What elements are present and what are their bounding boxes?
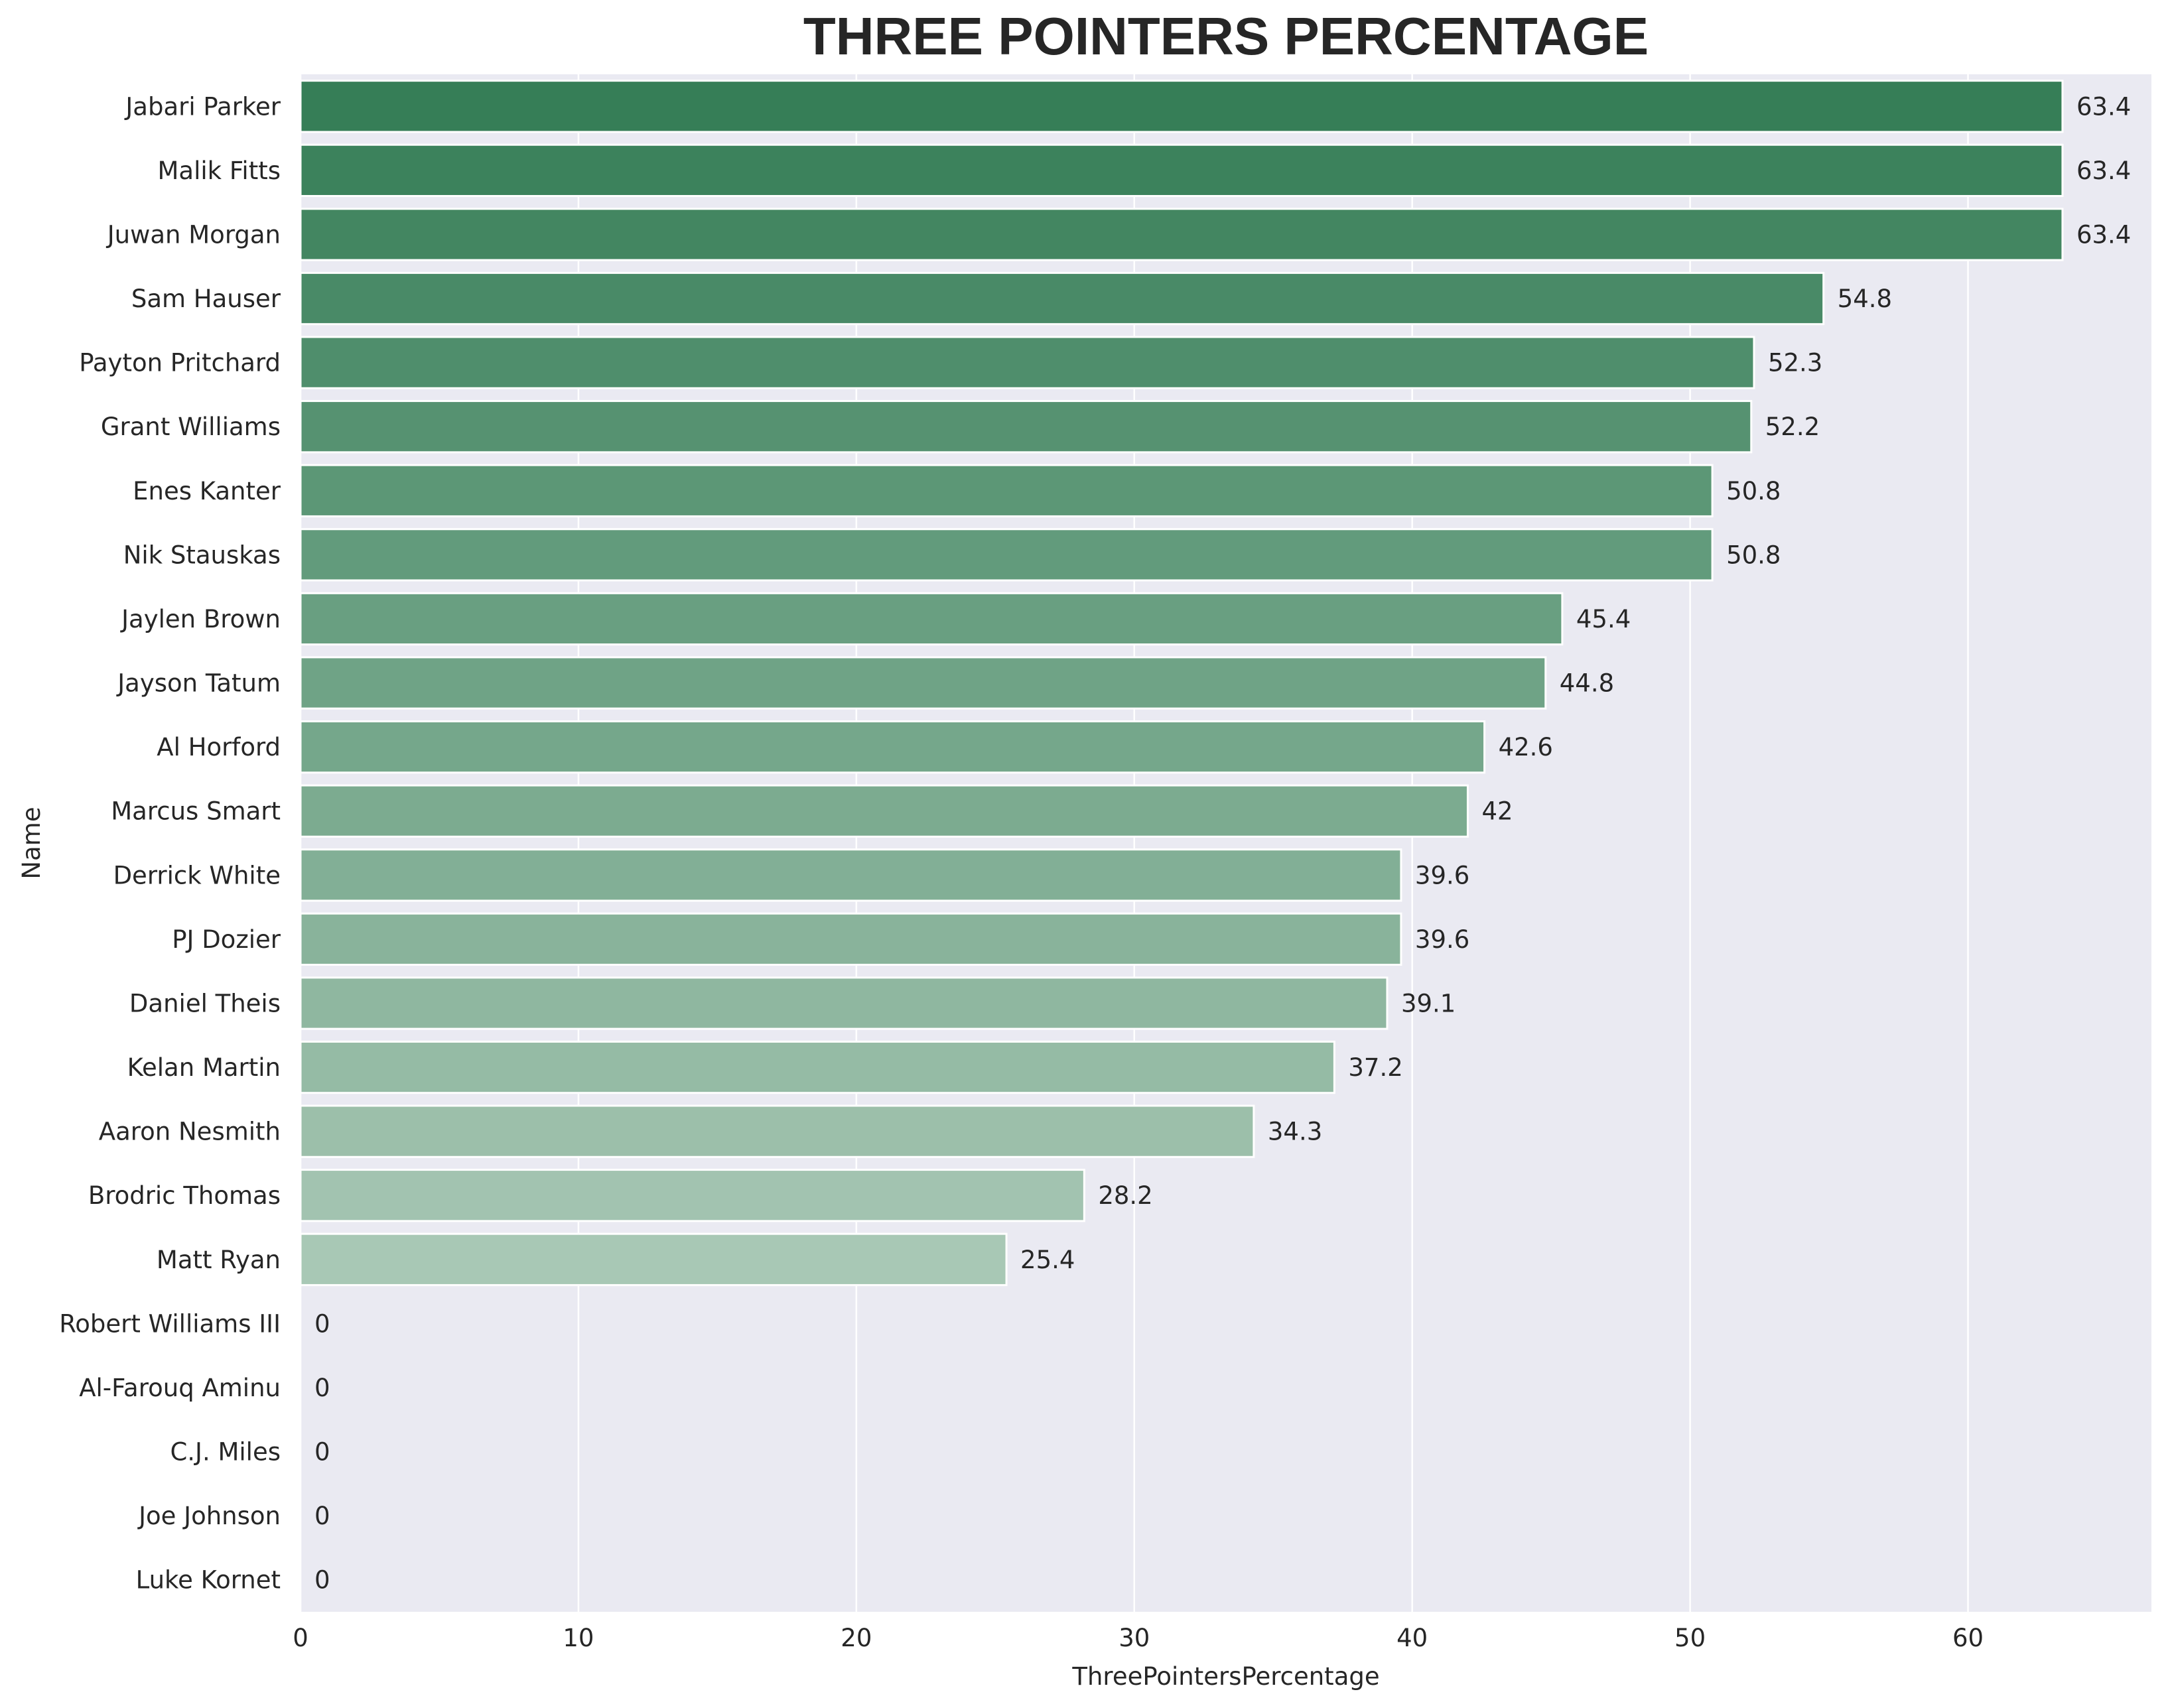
category-label: Grant Williams bbox=[101, 413, 281, 441]
value-label: 52.2 bbox=[1765, 413, 1820, 441]
bar bbox=[299, 80, 2064, 133]
value-label: 25.4 bbox=[1020, 1246, 1075, 1274]
category-label: Joe Johnson bbox=[137, 1502, 281, 1530]
value-label: 39.6 bbox=[1415, 925, 1469, 954]
category-label: Malik Fitts bbox=[157, 157, 281, 185]
x-axis-label: ThreePointersPercentage bbox=[1071, 1662, 1379, 1691]
value-label: 63.4 bbox=[2076, 157, 2131, 185]
plot-background bbox=[301, 74, 2151, 1612]
value-label: 45.4 bbox=[1576, 605, 1631, 633]
bar bbox=[299, 208, 2064, 261]
chart-title: THREE POINTERS PERCENTAGE bbox=[803, 7, 1649, 66]
category-label: Nik Stauskas bbox=[123, 541, 281, 569]
category-label: Jabari Parker bbox=[124, 92, 281, 121]
bar bbox=[299, 720, 1486, 774]
value-label: 63.4 bbox=[2076, 220, 2131, 249]
category-labels: Jabari Parker Malik Fitts Juwan Morgan Sam … bbox=[59, 92, 281, 1594]
category-label: Robert Williams III bbox=[59, 1309, 281, 1338]
value-label: 63.4 bbox=[2076, 92, 2131, 121]
category-label: Sam Hauser bbox=[131, 285, 281, 313]
value-labels: 63.4 63.4 63.4 54.8 52.3 52.2 50.8 50.8 45.4 44.8… bbox=[314, 92, 2131, 1594]
category-label: Marcus Smart bbox=[111, 797, 281, 826]
x-tick-label: 0 bbox=[293, 1624, 308, 1652]
bar bbox=[299, 400, 1753, 454]
bar bbox=[299, 976, 1389, 1030]
bar bbox=[299, 848, 1402, 902]
category-label: Jaylen Brown bbox=[120, 605, 281, 633]
bar bbox=[299, 912, 1402, 966]
value-label: 28.2 bbox=[1098, 1181, 1152, 1210]
y-axis-label: Name bbox=[17, 807, 46, 879]
category-label: Jayson Tatum bbox=[116, 669, 281, 698]
bar bbox=[299, 271, 1825, 326]
bar bbox=[299, 656, 1547, 710]
category-label: Brodric Thomas bbox=[88, 1181, 281, 1210]
value-label: 0 bbox=[314, 1566, 330, 1595]
x-tick-label: 30 bbox=[1119, 1624, 1150, 1652]
category-label: PJ Dozier bbox=[172, 925, 281, 954]
value-label: 0 bbox=[314, 1438, 330, 1467]
value-label: 44.8 bbox=[1560, 669, 1614, 698]
category-label: Enes Kanter bbox=[133, 477, 281, 505]
category-label: Aaron Nesmith bbox=[99, 1118, 281, 1146]
bar bbox=[299, 1104, 1255, 1158]
category-label: Payton Pritchard bbox=[79, 349, 281, 377]
value-label: 54.8 bbox=[1838, 285, 1892, 313]
x-tick-label: 40 bbox=[1396, 1624, 1428, 1652]
value-label: 37.2 bbox=[1348, 1053, 1402, 1082]
value-label: 34.3 bbox=[1268, 1118, 1322, 1146]
bar bbox=[299, 464, 1714, 517]
bar bbox=[299, 1232, 1008, 1286]
x-tick-label: 10 bbox=[563, 1624, 594, 1652]
value-label: 39.6 bbox=[1415, 861, 1469, 889]
category-label: Luke Kornet bbox=[136, 1566, 281, 1595]
bars bbox=[299, 80, 2064, 1286]
bar bbox=[299, 1169, 1085, 1222]
category-label: Derrick White bbox=[113, 861, 281, 889]
category-label: C.J. Miles bbox=[170, 1438, 281, 1467]
category-label: Matt Ryan bbox=[157, 1246, 281, 1274]
value-label: 42 bbox=[1481, 797, 1513, 826]
value-label: 42.6 bbox=[1499, 733, 1553, 761]
bar bbox=[299, 784, 1469, 838]
value-label: 50.8 bbox=[1726, 477, 1781, 505]
category-label: Kelan Martin bbox=[127, 1053, 281, 1082]
value-label: 39.1 bbox=[1401, 989, 1456, 1018]
value-label: 0 bbox=[314, 1502, 330, 1530]
bar bbox=[299, 528, 1714, 582]
bar bbox=[299, 1040, 1335, 1094]
value-label: 0 bbox=[314, 1309, 330, 1338]
value-label: 52.3 bbox=[1768, 349, 1822, 377]
x-tick-label: 60 bbox=[1952, 1624, 1984, 1652]
category-label: Al-Farouq Aminu bbox=[79, 1374, 281, 1402]
category-label: Al Horford bbox=[157, 733, 281, 761]
category-label: Daniel Theis bbox=[129, 989, 281, 1018]
x-tick-label: 50 bbox=[1674, 1624, 1706, 1652]
x-tick-labels: 0 10 20 30 40 50 60 bbox=[293, 1624, 1984, 1652]
category-label: Juwan Morgan bbox=[106, 220, 281, 249]
x-tick-label: 20 bbox=[841, 1624, 872, 1652]
bar bbox=[299, 143, 2064, 198]
value-label: 0 bbox=[314, 1374, 330, 1402]
bar bbox=[299, 592, 1564, 646]
value-label: 50.8 bbox=[1726, 541, 1781, 569]
bar bbox=[299, 336, 1755, 389]
grid-lines bbox=[299, 74, 1969, 1612]
